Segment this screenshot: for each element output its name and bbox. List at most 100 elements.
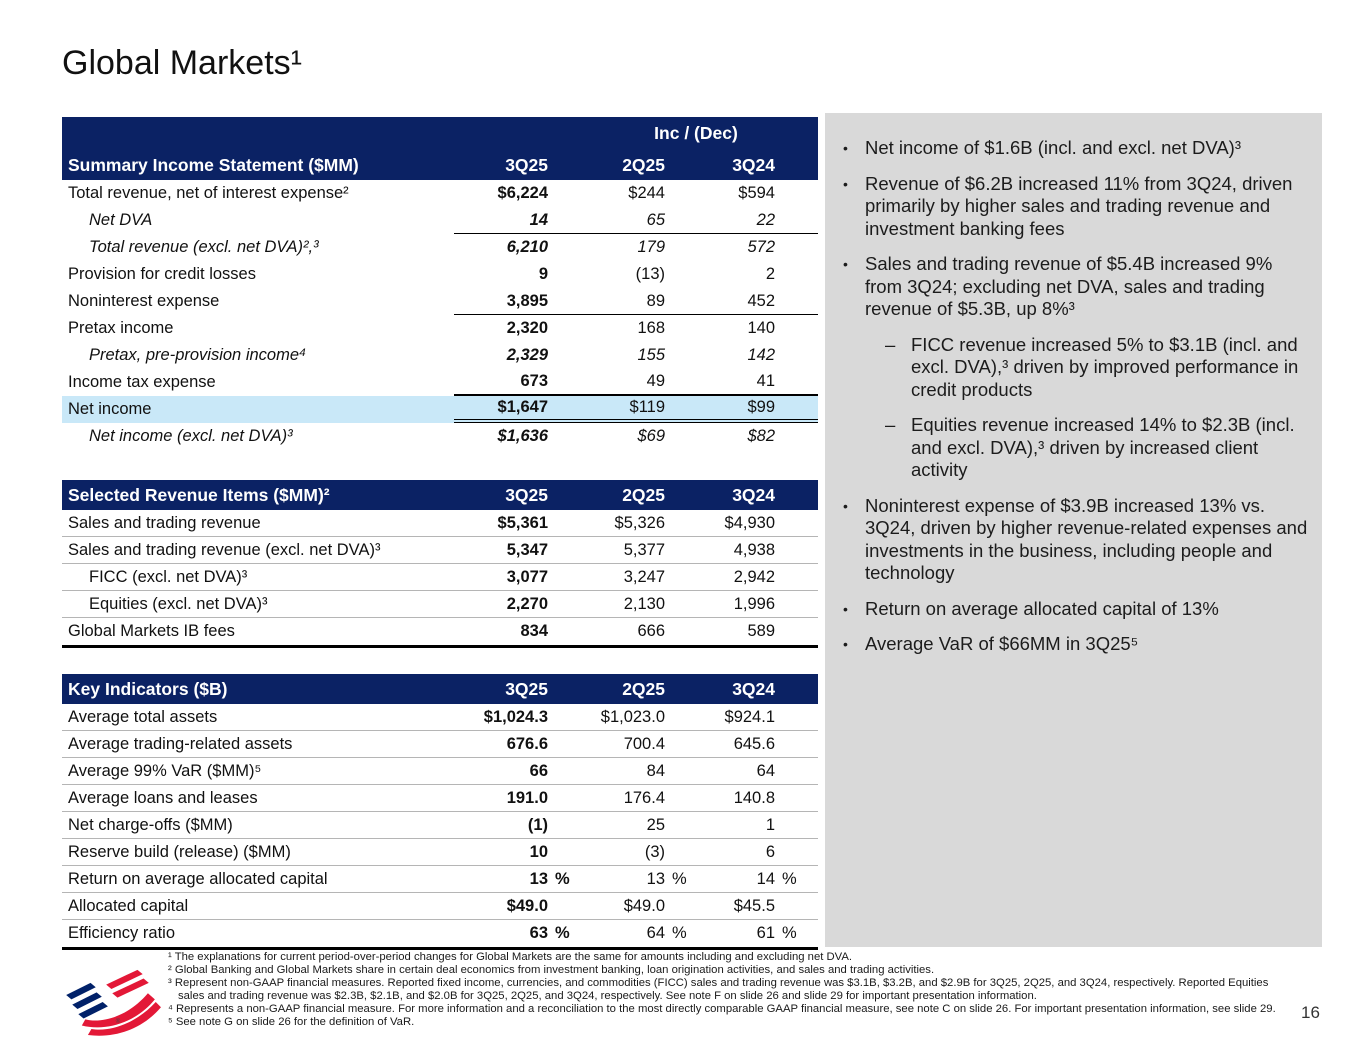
bullet-marker-icon: – [885,414,896,435]
table-row: Return on average allocated capital 13 %… [62,866,818,893]
suffix-2q25 [665,261,691,288]
suffix-3q25: % [555,869,570,888]
suffix-3q25 [548,618,574,645]
row-label: Net income (excl. net DVA)³ [89,427,293,445]
suffix-2q25 [665,704,691,730]
bullet-marker-icon: • [843,140,848,156]
value-3q25: 3,077 [506,567,548,586]
table-row: Sales and trading revenue $5,361 $5,326 … [62,510,818,537]
suffix-3q24: % [782,869,797,888]
value-3q24: 140 [747,319,775,337]
table-row: Pretax, pre-provision income⁴ 2,329 155 … [62,342,818,369]
value-3q25: 834 [520,622,548,640]
suffix-3q25 [548,758,574,784]
value-3q24: 22 [691,207,775,234]
value-3q24: 589 [747,622,775,640]
value-2q25: 89 [574,288,665,315]
bullet-marker-icon: • [843,636,848,652]
suffix-2q25: % [672,924,687,942]
suffix-3q24 [775,564,818,590]
bullet-marker-icon: • [843,175,848,192]
value-2q25: 155 [637,346,665,364]
value-2q25: $5,326 [614,513,665,532]
suffix-2q25 [665,396,691,423]
row-label: Total revenue, net of interest expense² [68,184,349,202]
suffix-2q25 [665,785,691,811]
suffix-3q25 [548,423,574,450]
bullet-text: Revenue of $6.2B increased 11% from 3Q24… [865,172,1293,239]
value-2q25: 700.4 [623,734,665,753]
table-row: Sales and trading revenue (excl. net DVA… [62,537,818,564]
bullet-text: Equities revenue increased 14% to $2.3B … [911,414,1295,480]
bullet-text: Noninterest expense of $3.9B increased 1… [865,494,1308,584]
value-2q25: 5,377 [623,540,665,559]
value-3q24: 2 [765,265,775,283]
inc-dec-label: Inc / (Dec) [654,123,738,143]
value-3q24: 1,996 [733,594,775,613]
row-label: Noninterest expense [68,292,220,310]
value-3q24: 452 [691,288,775,315]
row-label: Global Markets IB fees [68,622,235,640]
suffix-3q24 [775,893,818,919]
suffix-3q25 [548,510,574,536]
suffix-2q25 [665,839,691,865]
value-2q25: $49.0 [623,896,665,915]
key-indicators-table: Key Indicators ($B) 3Q25 2Q25 3Q24 Avera… [62,674,818,950]
table-row: Net DVA 14 65 22 [62,207,818,234]
page-number: 16 [1301,1003,1320,1022]
suffix-3q24 [775,704,818,730]
value-3q25: $1,647 [454,396,548,423]
table-title: Summary Income Statement ($MM) [68,154,359,175]
suffix-3q25 [548,564,574,590]
value-3q24: 4,938 [733,540,775,559]
value-2q25: 25 [646,815,665,834]
suffix-3q25 [548,315,574,342]
value-2q25: 179 [637,238,665,256]
value-2q25: 84 [646,761,665,780]
bullet-text: Net income of $1.6B (incl. and excl. net… [865,137,1241,158]
value-3q24: 142 [747,346,775,364]
suffix-2q25 [665,591,691,617]
value-3q24: $82 [747,427,775,445]
suffix-3q24: % [782,924,797,942]
table-row: Income tax expense 673 49 41 [62,369,818,396]
row-label: Allocated capital [68,896,189,915]
table-row: Net income $1,647 $119 $99 [62,396,818,423]
bullet-text: Return on average allocated capital of 1… [865,597,1219,619]
row-label: Return on average allocated capital [68,869,328,888]
table-row: FICC (excl. net DVA)³ 3,077 3,247 2,942 [62,564,818,591]
suffix-2q25 [665,369,691,396]
suffix-3q24 [775,591,818,617]
suffix-2q25 [665,423,691,450]
bank-of-america-logo: ® [66,969,161,1036]
bullet-item: – Equities revenue increased 14% to $2.3… [885,414,1308,482]
value-3q25: 13 [529,869,548,888]
suffix-3q24 [775,758,818,784]
column-header-2q25: 2Q25 [622,154,665,175]
value-2q25: 13 [646,869,665,888]
selected-revenue-items-table: Selected Revenue Items ($MM)² 3Q25 2Q25 … [62,480,818,648]
column-header-3q24: 3Q24 [732,154,775,175]
suffix-3q25 [548,537,574,563]
table-row: Total revenue, net of interest expense² … [62,180,818,207]
bullet-text: Average VaR of $66MM in 3Q25⁵ [865,633,1139,654]
bullet-marker-icon: • [843,256,848,272]
suffix-2q25 [665,342,691,369]
value-3q24: $99 [691,396,775,423]
suffix-2q25 [665,207,691,234]
value-3q25: $1,636 [497,427,548,445]
bullet-marker-icon: • [843,497,848,514]
value-3q25: $6,224 [497,184,548,202]
value-2q25: 64 [646,924,665,942]
suffix-2q25 [665,564,691,590]
suffix-2q25 [665,537,691,563]
suffix-2q25 [665,731,691,757]
column-header-3q24: 3Q24 [732,678,775,699]
table-row: Average total assets $1,024.3 $1,023.0 $… [62,704,818,731]
table-row: Noninterest expense 3,895 89 452 [62,288,818,315]
column-header-2q25: 2Q25 [622,484,665,505]
value-3q25: 63 [529,924,548,942]
value-3q24: 6 [765,842,775,861]
row-label: Average trading-related assets [68,734,293,753]
value-2q25: 65 [574,207,665,234]
